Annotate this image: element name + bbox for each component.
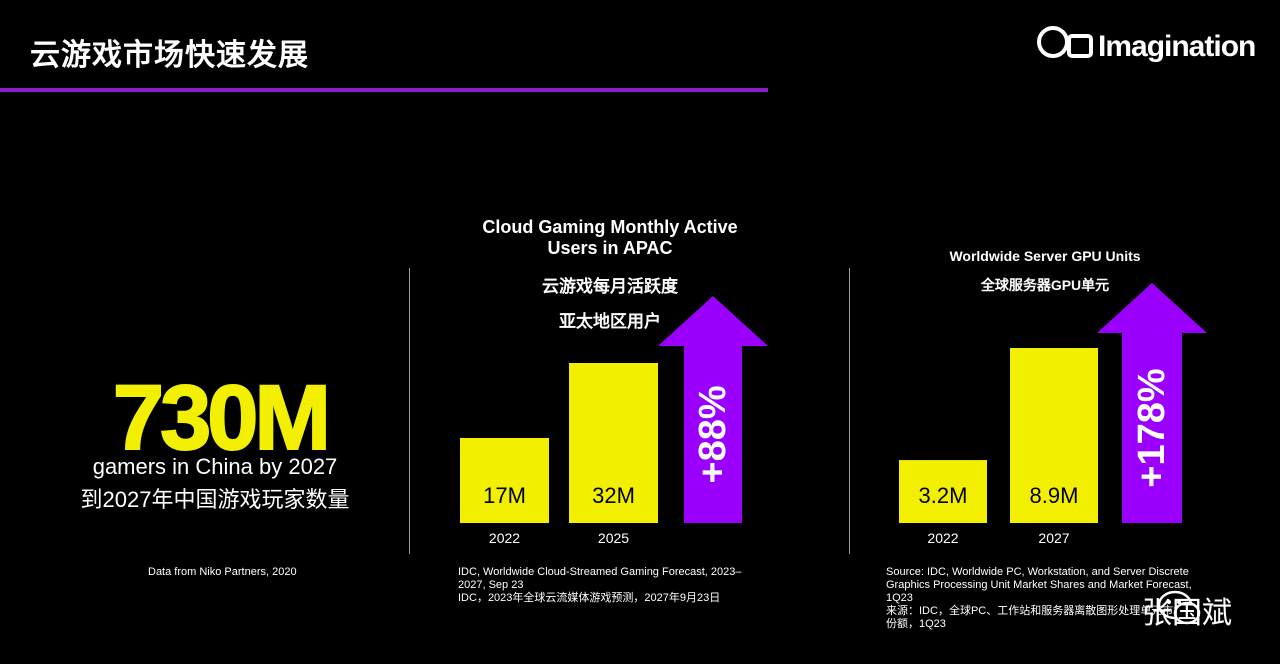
chart1-category-label: 2025 xyxy=(598,530,629,546)
column-divider-left xyxy=(409,268,410,554)
chart2-category-label: 2022 xyxy=(927,530,958,546)
chart2-title: Worldwide Server GPU Units xyxy=(949,248,1141,264)
chart2-source-line: Graphics Processing Unit Market Shares a… xyxy=(886,579,1192,591)
chart1-data-label: 17M xyxy=(483,483,526,508)
brand-name: Imagination xyxy=(1098,30,1256,63)
imagination-logo-icon xyxy=(1037,26,1093,58)
chart1-title-cn-line2: 亚太地区用户 xyxy=(559,312,661,331)
chart2-data-label: 8.9M xyxy=(1030,483,1079,508)
chart1-data-label: 32M xyxy=(592,483,635,508)
watermark-author: 张国斌 xyxy=(1142,597,1232,630)
chart1-title-cn-line1: 云游戏每月活跃度 xyxy=(542,277,678,296)
chart2-growth-label: +178% xyxy=(1131,368,1173,487)
chart2-source: Source: IDC, Worldwide PC, Workstation, … xyxy=(886,566,1206,631)
chart1-bar-2022 xyxy=(460,438,549,523)
headline-stat-value: 730M xyxy=(112,367,332,469)
chart1-source: IDC, Worldwide Cloud-Streamed Gaming For… xyxy=(458,566,758,605)
chart2-source-line: 来源：IDC，全球PC、工作站和服务器离散图形处理单元市场 xyxy=(886,605,1185,617)
chart2-bar-2027 xyxy=(1010,348,1098,523)
chart1-growth-label: +88% xyxy=(692,385,734,483)
stat-caption-cn: 到2027年中国游戏玩家数量 xyxy=(80,487,350,512)
chart1-source-line: 2027, Sep 23 xyxy=(458,579,524,591)
chart1-source-line: IDC, Worldwide Cloud-Streamed Gaming For… xyxy=(458,566,742,578)
title-divider xyxy=(0,88,768,92)
chart2-growth-arrow xyxy=(1097,283,1207,523)
stat-source: Data from Niko Partners, 2020 xyxy=(148,566,297,578)
column-divider-right xyxy=(849,268,850,554)
chart2-category-label: 2027 xyxy=(1038,530,1069,546)
chart2-source-line: Source: IDC, Worldwide PC, Workstation, … xyxy=(886,566,1189,578)
chart2-source-line: 份额，1Q23 xyxy=(886,618,946,630)
chart1-category-label: 2022 xyxy=(489,530,520,546)
chart2-title-cn: 全球服务器GPU单元 xyxy=(980,277,1110,293)
chart1-bar-2025 xyxy=(569,363,658,523)
chart2-data-label: 3.2M xyxy=(919,483,968,508)
page-title: 云游戏市场快速发展 xyxy=(30,39,309,72)
chart2-bar-2022 xyxy=(899,460,987,523)
stat-caption-en: gamers in China by 2027 xyxy=(92,454,338,479)
chart1-growth-arrow xyxy=(658,296,768,523)
chart2-source-line: 1Q23 xyxy=(886,592,913,604)
chart1-title: Cloud Gaming Monthly Active Users in APA… xyxy=(482,217,738,258)
chart1-source-line: IDC，2023年全球云流媒体游戏预测，2027年9月23日 xyxy=(458,592,721,604)
wechat-icon xyxy=(1157,590,1201,625)
